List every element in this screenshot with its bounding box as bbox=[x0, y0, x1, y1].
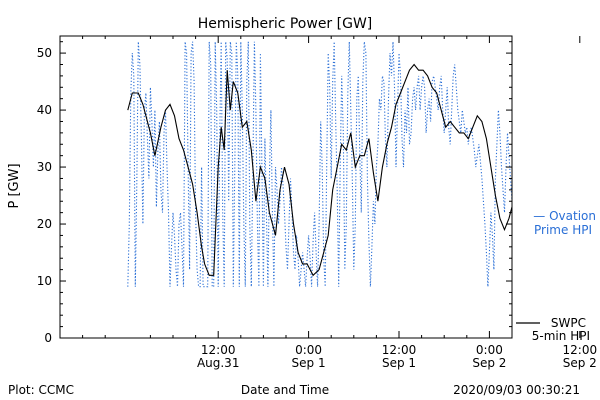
footer-timestamp: 2020/09/03 00:30:21 bbox=[453, 383, 580, 397]
footer-credit: Plot: CCMC bbox=[8, 383, 74, 397]
x-tick-label-date: Sep 2 bbox=[472, 356, 506, 370]
x-tick-label-time: 0:00 bbox=[295, 343, 322, 357]
x-tick-label-time: 12:00 bbox=[382, 343, 417, 357]
x-tick-label-time: 12:00 bbox=[201, 343, 236, 357]
x-tick-label-time: 12:00 bbox=[563, 343, 598, 357]
y-tick-label: 30 bbox=[37, 160, 52, 174]
plot-frame bbox=[59, 35, 513, 339]
y-tick-label: 0 bbox=[44, 331, 52, 345]
y-tick-label: 40 bbox=[37, 103, 52, 117]
x-tick-label-date: Sep 1 bbox=[292, 356, 326, 370]
chart-title: Hemispheric Power [GW] bbox=[198, 16, 373, 32]
x-tick-label-date: Aug.31 bbox=[197, 356, 240, 370]
y-axis-label: P [GW] bbox=[7, 163, 22, 208]
plot-area bbox=[127, 41, 512, 288]
y-tick-label: 10 bbox=[37, 274, 52, 288]
x-axis-label: Date and Time bbox=[241, 383, 329, 397]
x-tick-label-date: Sep 1 bbox=[382, 356, 416, 370]
series-line-swpc bbox=[127, 63, 512, 277]
legend-swpc-label-2: 5-min HPI bbox=[532, 329, 590, 343]
legend-ovation-label-2: Prime HPI bbox=[534, 223, 592, 237]
y-tick-label: 50 bbox=[37, 46, 52, 60]
legend-ovation-label: — Ovation bbox=[533, 209, 596, 223]
x-tick-label-date: Sep 2 bbox=[563, 356, 597, 370]
x-tick-label-time: 0:00 bbox=[476, 343, 503, 357]
series-line-ovation bbox=[127, 41, 512, 288]
y-tick-label: 20 bbox=[37, 217, 52, 231]
legend-swpc-label: SWPC bbox=[551, 316, 586, 330]
